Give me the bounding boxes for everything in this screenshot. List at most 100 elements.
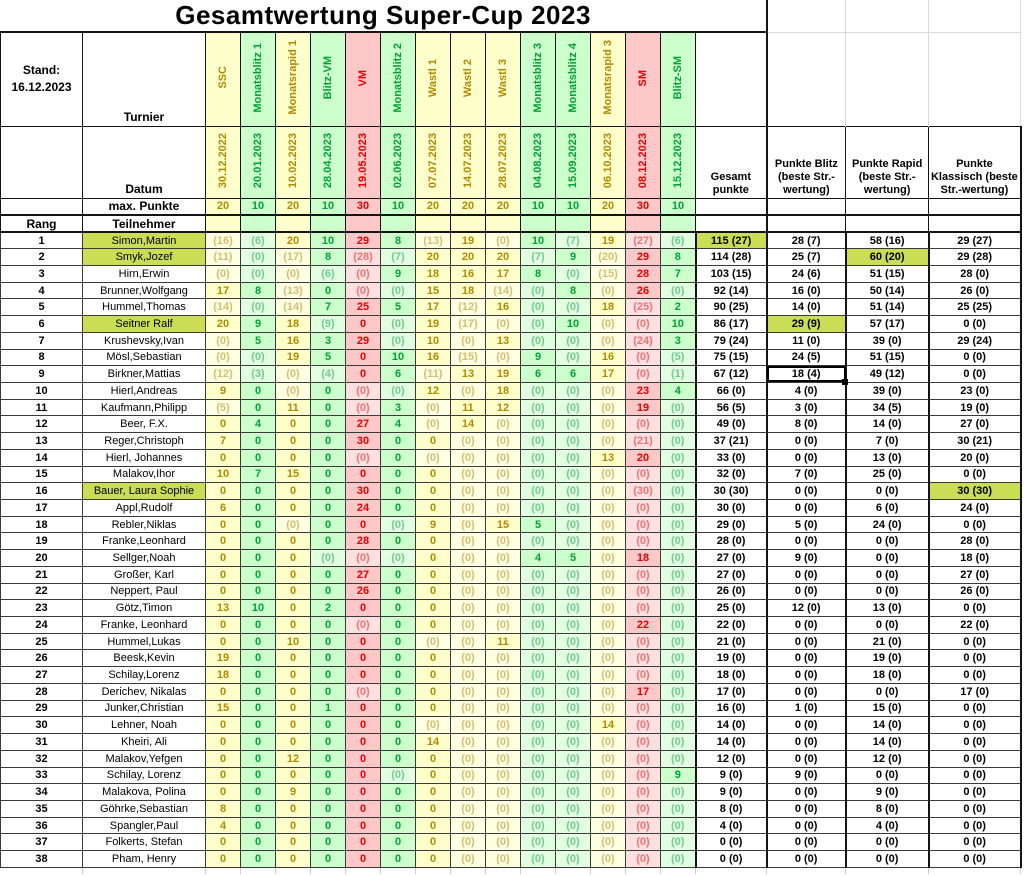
- score-cell[interactable]: 13: [450, 365, 486, 383]
- score-cell[interactable]: (0): [485, 415, 521, 434]
- score-cell[interactable]: 0: [380, 749, 416, 768]
- total-points-cell[interactable]: 27 (0): [694, 565, 768, 584]
- score-cell[interactable]: (0): [555, 432, 591, 450]
- empty-cell[interactable]: [240, 867, 276, 875]
- score-cell[interactable]: 0: [380, 599, 416, 618]
- tournament-header-2[interactable]: Monatsblitz 1: [240, 31, 276, 127]
- score-cell[interactable]: 0: [240, 432, 276, 450]
- rank-cell[interactable]: 9: [0, 365, 83, 383]
- score-cell[interactable]: 0: [380, 816, 416, 835]
- score-cell[interactable]: 17: [205, 281, 241, 300]
- tournament-date-4[interactable]: 28.04.2023: [310, 125, 346, 199]
- score-cell[interactable]: (0): [450, 716, 486, 735]
- score-cell[interactable]: 0: [415, 799, 451, 818]
- blitz-points-cell[interactable]: 9 (0): [765, 549, 847, 567]
- score-cell[interactable]: 0: [240, 616, 276, 634]
- score-cell[interactable]: 17: [590, 365, 626, 383]
- score-cell[interactable]: 0: [310, 749, 346, 768]
- score-cell[interactable]: 8: [240, 281, 276, 300]
- rank-cell[interactable]: 21: [0, 565, 83, 584]
- empty-cell[interactable]: [625, 214, 661, 233]
- score-cell[interactable]: 0: [240, 381, 276, 400]
- turnier-label-cell[interactable]: Turnier: [82, 31, 206, 127]
- score-cell[interactable]: (0): [520, 281, 556, 300]
- klassisch-points-cell[interactable]: 0 (0): [927, 465, 1022, 484]
- rank-cell[interactable]: 1: [0, 231, 83, 250]
- score-cell[interactable]: 14: [450, 415, 486, 434]
- total-points-cell[interactable]: 75 (15): [694, 348, 768, 367]
- total-points-cell[interactable]: 66 (0): [694, 381, 768, 400]
- score-cell[interactable]: 8: [520, 264, 556, 283]
- score-cell[interactable]: 6: [520, 365, 556, 383]
- blitz-points-cell[interactable]: 0 (0): [765, 499, 847, 517]
- empty-cell[interactable]: [82, 867, 206, 875]
- total-points-cell[interactable]: 30 (0): [694, 499, 768, 517]
- score-cell[interactable]: 5: [380, 298, 416, 317]
- total-points-cell[interactable]: 4 (0): [694, 816, 768, 835]
- score-cell[interactable]: 0: [275, 415, 311, 434]
- rapid-points-cell[interactable]: 58 (16): [844, 231, 930, 250]
- score-cell[interactable]: 0: [380, 833, 416, 852]
- score-cell[interactable]: 0: [415, 850, 451, 868]
- rapid-points-cell[interactable]: 50 (14): [844, 281, 930, 300]
- score-cell[interactable]: 0: [310, 565, 346, 584]
- score-cell[interactable]: 0: [345, 799, 381, 818]
- score-cell[interactable]: 13: [590, 448, 626, 467]
- score-cell[interactable]: (0): [450, 666, 486, 684]
- score-cell[interactable]: (0): [485, 666, 521, 684]
- score-cell[interactable]: 0: [275, 432, 311, 450]
- blitz-points-cell[interactable]: 24 (6): [765, 264, 847, 283]
- score-cell[interactable]: (0): [660, 599, 696, 618]
- blitz-points-cell[interactable]: 0 (0): [765, 616, 847, 634]
- rapid-points-cell[interactable]: 21 (0): [844, 632, 930, 651]
- score-cell[interactable]: (0): [660, 749, 696, 768]
- score-cell[interactable]: (0): [590, 582, 626, 601]
- score-cell[interactable]: (13): [415, 231, 451, 250]
- score-cell[interactable]: (0): [520, 799, 556, 818]
- score-cell[interactable]: (0): [660, 799, 696, 818]
- blitz-points-cell[interactable]: 0 (0): [765, 582, 847, 601]
- score-cell[interactable]: (0): [415, 632, 451, 651]
- score-cell[interactable]: 0: [240, 565, 276, 584]
- score-cell[interactable]: 10: [205, 465, 241, 484]
- tournament-header-8[interactable]: Wastl 2: [450, 31, 486, 127]
- blitz-points-cell[interactable]: 0 (0): [765, 799, 847, 818]
- score-cell[interactable]: 0: [380, 448, 416, 467]
- score-cell[interactable]: 0: [415, 766, 451, 785]
- rapid-points-cell[interactable]: 19 (0): [844, 649, 930, 668]
- rank-cell[interactable]: 6: [0, 315, 83, 333]
- score-cell[interactable]: 8: [555, 281, 591, 300]
- blitz-points-cell[interactable]: 0 (0): [765, 432, 847, 450]
- player-name-cell[interactable]: Schilay, Lorenz: [82, 766, 206, 785]
- tournament-header-1[interactable]: SSC: [205, 31, 241, 127]
- score-cell[interactable]: 14: [415, 733, 451, 751]
- score-cell[interactable]: 4: [240, 415, 276, 434]
- score-cell[interactable]: 0: [380, 616, 416, 634]
- score-cell[interactable]: (7): [380, 248, 416, 266]
- empty-cell[interactable]: [345, 867, 381, 875]
- rank-cell[interactable]: 10: [0, 381, 83, 400]
- max-points-12[interactable]: 20: [590, 197, 626, 216]
- score-cell[interactable]: 20: [625, 448, 661, 467]
- score-cell[interactable]: 3: [310, 331, 346, 350]
- score-cell[interactable]: (0): [520, 415, 556, 434]
- score-cell[interactable]: 10: [380, 348, 416, 367]
- score-cell[interactable]: (0): [625, 733, 661, 751]
- score-cell[interactable]: (0): [520, 331, 556, 350]
- score-cell[interactable]: (5): [205, 398, 241, 417]
- score-cell[interactable]: (0): [485, 448, 521, 467]
- score-cell[interactable]: 0: [380, 783, 416, 801]
- rank-cell[interactable]: 2: [0, 248, 83, 266]
- score-cell[interactable]: 18: [590, 298, 626, 317]
- score-cell[interactable]: (0): [555, 515, 591, 534]
- klassisch-points-cell[interactable]: 0 (0): [927, 666, 1022, 684]
- score-cell[interactable]: (0): [625, 699, 661, 718]
- score-cell[interactable]: 18: [275, 315, 311, 333]
- score-cell[interactable]: 0: [415, 833, 451, 852]
- score-cell[interactable]: (20): [590, 248, 626, 266]
- tournament-date-10[interactable]: 04.08.2023: [520, 125, 556, 199]
- score-cell[interactable]: 20: [485, 248, 521, 266]
- score-cell[interactable]: 0: [380, 733, 416, 751]
- empty-cell[interactable]: [0, 125, 83, 199]
- player-name-cell[interactable]: Großer, Karl: [82, 565, 206, 584]
